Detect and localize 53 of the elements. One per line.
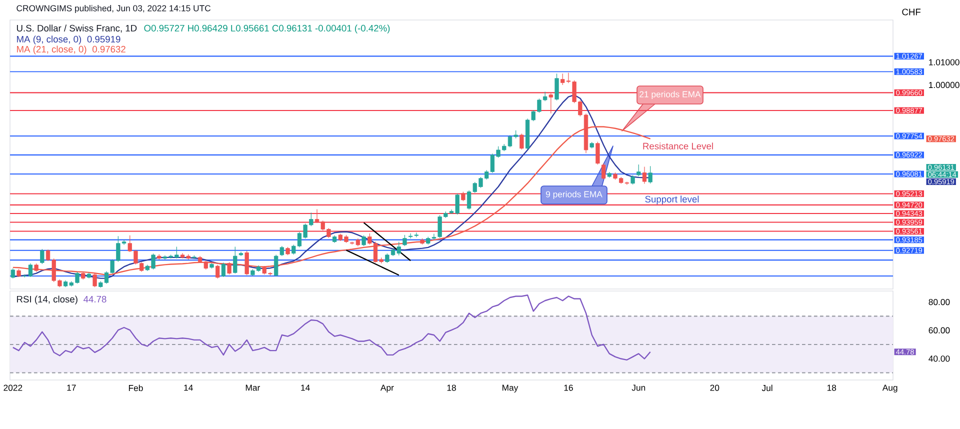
candlestick <box>630 174 635 185</box>
annotation: 9 periods EMA <box>546 190 602 200</box>
x-tick-label: 2022 <box>4 384 22 391</box>
chart-title: RSI (14, close) <box>17 296 78 304</box>
x-tick-label: Aug <box>882 384 898 392</box>
candlestick <box>642 166 647 184</box>
x-tick-label: 14 <box>301 384 310 391</box>
chart-subtitle: O0.95727 H0.96429 L0.95661 C0.96131 -0.00401 (-0.42%) <box>144 24 390 34</box>
candlestick <box>280 246 284 256</box>
candlestick <box>520 133 524 150</box>
x-tick-label: 20 <box>710 384 720 391</box>
x-tick-label: 17 <box>67 384 76 391</box>
annotation: 44.78 <box>84 296 106 302</box>
candlestick <box>461 191 466 202</box>
x-tick-label: Apr <box>380 384 394 392</box>
text: MA (21, close, 0) <box>17 46 86 54</box>
y-tick-label: 1.00000 <box>929 82 960 88</box>
candlestick <box>274 254 278 277</box>
candlestick <box>596 141 600 165</box>
annotation: Resistance Level <box>643 142 713 150</box>
x-tick-label: 18 <box>447 384 456 391</box>
annotation: 21 periods EMA <box>640 90 701 100</box>
y-tick-label: 60.00 <box>928 327 950 334</box>
candlestick <box>548 93 553 114</box>
candlestick <box>601 163 606 180</box>
x-tick-label: 14 <box>184 384 193 391</box>
candlestick <box>402 234 407 246</box>
x-tick-label: 18 <box>827 384 836 391</box>
annotation: 0.95919 <box>87 36 120 42</box>
text: MA (9, close, 0) <box>17 36 82 44</box>
x-tick-label: Jul <box>762 384 772 392</box>
candlestick <box>221 262 226 278</box>
candlestick <box>10 268 15 279</box>
line-series <box>12 294 651 361</box>
candlestick <box>636 164 641 177</box>
text: CROWNGIMS published, Jun 03, 2022 14:15 UTC <box>16 4 211 14</box>
y-tick-label: 1.01000 <box>929 59 960 66</box>
x-tick-label: 16 <box>564 384 573 391</box>
y-axis-title: CHF <box>902 8 921 16</box>
chart-title: U.S. Dollar / Swiss Franc, 1D <box>16 24 137 33</box>
x-tick-label: Jun <box>632 384 646 391</box>
x-tick-label: Mar <box>246 384 260 391</box>
y-tick-label: 80.00 <box>928 298 950 306</box>
x-tick-label: Feb <box>128 384 143 392</box>
candlestick <box>40 248 44 264</box>
x-tick-label: May <box>502 384 518 392</box>
y-tick-label: 40.00 <box>928 356 950 362</box>
candlestick <box>554 73 559 101</box>
annotation: 0.97632 <box>92 46 126 52</box>
annotation: Support level <box>645 196 699 204</box>
candlestick <box>362 235 366 246</box>
candlestick <box>233 246 238 274</box>
candlestick <box>648 166 652 184</box>
